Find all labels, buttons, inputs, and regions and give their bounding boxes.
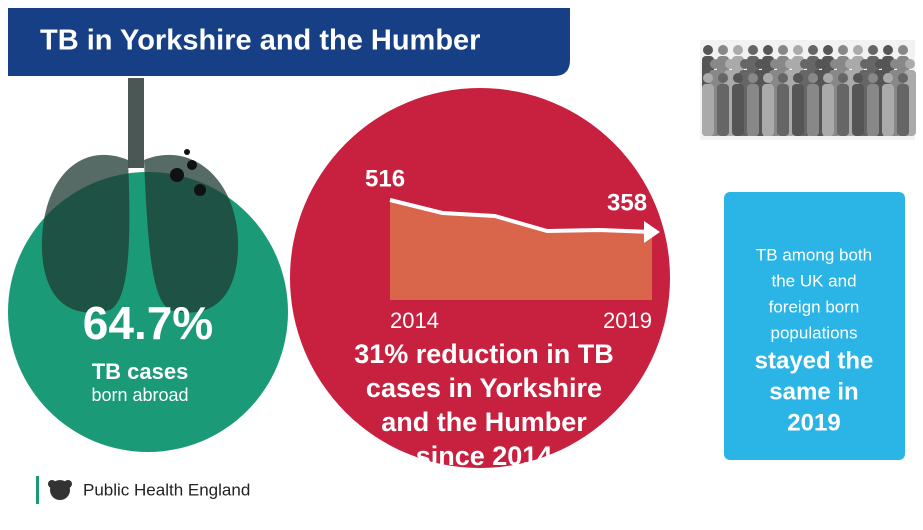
area [390,200,652,300]
person-body [747,84,759,136]
person-body [852,84,864,136]
abroad-value: 64.7% [83,297,213,349]
abroad-line1: TB cases [92,359,189,384]
abroad-line2: born abroad [91,385,188,405]
person-head [838,45,848,55]
arrow-head [644,221,660,243]
person-head [808,45,818,55]
person-head [755,59,765,69]
person-head [883,73,893,83]
blue-box [724,192,905,460]
person-body [762,84,774,136]
reduction-text: 31% reduction in TB cases in Yorkshire and… [354,339,614,471]
line [389,198,653,234]
title-bar [8,8,570,76]
person-body [777,84,789,136]
person-head [898,73,908,83]
person-head [853,73,863,83]
person-head [763,73,773,83]
person-body [702,84,714,136]
area-chart: 516 358 2014 2019 [365,165,660,333]
reduction-line: and the Humber [381,407,587,437]
person-body [822,84,834,136]
lungs-illustration [41,78,239,313]
person-head [800,59,810,69]
data-label: 358 [607,189,647,216]
reduction-line: cases in Yorkshire [366,373,602,403]
person-head [718,73,728,83]
person-head [823,73,833,83]
person-head [778,45,788,55]
person-head [815,59,825,69]
person-body [867,84,879,136]
same-bold-line: same in [769,378,858,405]
person-head [890,59,900,69]
person-body [717,84,729,136]
person-body [732,84,744,136]
person-head [710,59,720,69]
person-head [875,59,885,69]
same-line: populations [771,323,858,342]
person-body [807,84,819,136]
person-head [748,45,758,55]
person-head [838,73,848,83]
person-body [837,84,849,136]
person-head [748,73,758,83]
person-head [830,59,840,69]
person-head [868,73,878,83]
person-head [778,73,788,83]
person-head [883,45,893,55]
person-head [898,45,908,55]
data-label: 516 [365,165,405,192]
same-line: the UK and [771,271,856,290]
same-bold-line: 2019 [787,409,840,436]
same-line: TB among both [756,245,872,264]
same-text: TB among both the UK and foreign born popul… [755,245,874,436]
person-head [905,59,915,69]
x-tick-label: 2014 [390,308,439,333]
same-bold-line: stayed the [755,347,874,374]
person-head [770,59,780,69]
same-line: foreign born [769,297,860,316]
person-head [703,45,713,55]
person-head [703,73,713,83]
person-head [793,73,803,83]
person-body [792,84,804,136]
reduction-line: 31% reduction in TB [354,339,614,369]
logo-bar [36,476,39,504]
person-head [793,45,803,55]
person-head [733,45,743,55]
person-body [882,84,894,136]
person-head [845,59,855,69]
logo-crest [48,480,72,500]
person-head [808,73,818,83]
title: TB in Yorkshire and the Humber [40,25,480,57]
person-head [740,59,750,69]
person-body [897,84,909,136]
person-head [733,73,743,83]
x-tick-label: 2019 [603,308,652,333]
person-head [860,59,870,69]
person-head [853,45,863,55]
logo-text: Public Health England [83,480,250,499]
reduction-line: since 2014 [416,441,553,471]
person-head [785,59,795,69]
crowd-photo [700,40,916,140]
person-head [763,45,773,55]
person-head [725,59,735,69]
person-head [868,45,878,55]
person-head [823,45,833,55]
person-head [718,45,728,55]
